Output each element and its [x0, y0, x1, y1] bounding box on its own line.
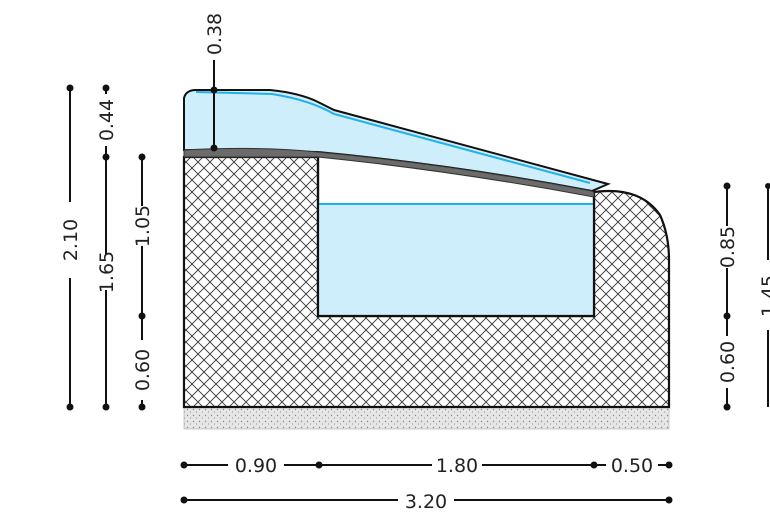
dim-h-0.90: 0.90	[235, 455, 277, 477]
dim-vertical-2.10: 2.10	[60, 84, 82, 411]
dim-v-0.60-left: 0.60	[132, 349, 154, 391]
dim-vertical-1.45: 1.45	[758, 183, 770, 407]
slab-strip	[183, 147, 595, 198]
dim-vertical-0.38: 0.38	[204, 13, 226, 152]
dim-h-1.80: 1.80	[436, 455, 478, 477]
dim-v-0.85: 0.85	[717, 226, 739, 268]
dim-v-1.45: 1.45	[758, 275, 770, 317]
dim-v-0.60-right: 0.60	[717, 341, 739, 383]
dim-v-1.65: 1.65	[96, 251, 118, 293]
foundation-layer	[183, 406, 670, 430]
dim-v-0.38: 0.38	[204, 13, 226, 55]
dim-horizontal-segments: 0.90 1.80 0.50	[180, 455, 673, 477]
dim-h-3.20: 3.20	[405, 491, 447, 513]
basin-water	[319, 204, 593, 315]
dim-h-0.50: 0.50	[611, 455, 653, 477]
dim-vertical-1.05-0.60: 1.05 0.60	[132, 153, 154, 411]
dim-vertical-0.44-1.65: 0.44 1.65	[96, 84, 118, 411]
dim-v-1.05: 1.05	[132, 205, 154, 247]
dim-v-2.10: 2.10	[60, 219, 82, 261]
basin-outline	[316, 157, 596, 318]
dim-vertical-right: 0.85 0.60	[717, 182, 739, 411]
dim-horizontal-total: 3.20	[180, 491, 673, 513]
slab-water-line	[195, 91, 591, 184]
dim-v-0.44: 0.44	[96, 99, 118, 141]
